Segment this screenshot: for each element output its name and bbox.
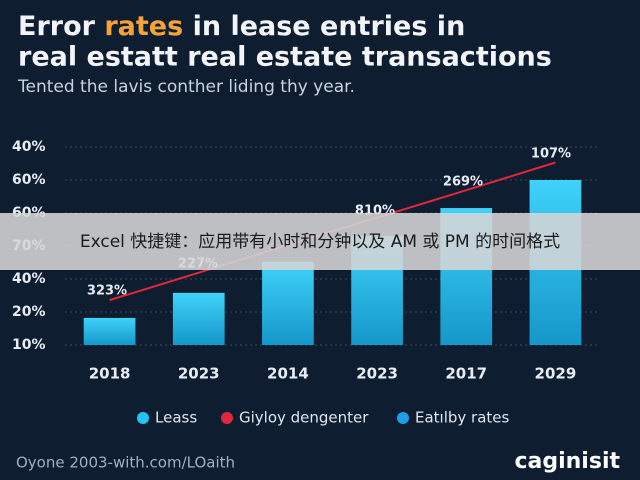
logo: caginisit — [514, 449, 620, 474]
footer: Oyone 2003-with.com/LOaith — [16, 454, 235, 472]
plot-area: 10%20%40%70%60%60%40%2018202320142023201… — [12, 139, 600, 427]
y-tick-label: 40% — [12, 139, 46, 155]
x-tick-label: 2023 — [356, 365, 398, 383]
y-tick-label: 60% — [12, 172, 46, 188]
title-part: Error — [18, 11, 104, 42]
x-tick-label: 2018 — [89, 365, 131, 383]
legend-swatch — [221, 412, 233, 424]
overlay-banner — [0, 213, 640, 270]
x-tick-label: 2029 — [535, 365, 577, 383]
legend-swatch — [137, 412, 149, 424]
annotation: 269% — [443, 175, 483, 190]
overlay-text: Excel 快捷键：应用带有小时和分钟以及 AM 或 PM 的时间格式 — [80, 232, 560, 252]
bar — [172, 292, 225, 345]
annotation: 107% — [531, 147, 571, 162]
x-tick-label: 2017 — [445, 365, 487, 383]
x-tick-label: 2023 — [178, 365, 220, 383]
bar — [262, 261, 314, 345]
x-tick-label: 2014 — [267, 365, 309, 383]
chart-subtitle: Tented the lavis conther liding thy year… — [17, 77, 355, 97]
y-tick-label: 20% — [12, 304, 46, 320]
y-tick-label: 10% — [12, 337, 46, 353]
title-part: in lease entries in — [183, 11, 465, 42]
chart-title: Error rates in lease entries in — [18, 11, 465, 42]
bar — [83, 317, 136, 345]
legend-label: Giyloy dengenter — [239, 409, 369, 427]
legend-label: Eatılby rates — [415, 409, 510, 427]
title-accent: rates — [104, 11, 183, 42]
y-tick-label: 40% — [12, 271, 46, 287]
legend-swatch — [397, 412, 409, 424]
chart-title-line2: real estatt real estate transactions — [18, 42, 552, 73]
legend-label: Leass — [155, 409, 197, 427]
annotation: 323% — [87, 284, 127, 299]
